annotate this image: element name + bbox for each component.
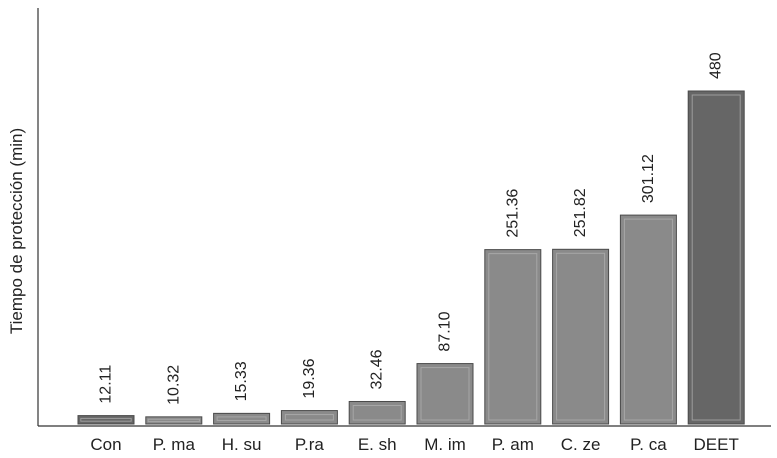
value-label-1: 10.32 <box>165 365 182 405</box>
x-tick-label-2: H. su <box>222 435 262 454</box>
value-label-7: 251.82 <box>572 188 589 237</box>
x-tick-labels-group: Con P. ma H. su P.ra E. sh M. im P. am C. ze P. … <box>90 435 738 454</box>
value-label-0: 12.11 <box>98 365 115 404</box>
x-tick-label-8: P. ca <box>630 435 667 454</box>
value-labels-group: 12.11 10.32 15.33 19.36 32.46 87.10 251.36 251.… <box>98 52 725 405</box>
value-label-6: 251.36 <box>504 189 521 238</box>
bar-bevel <box>284 414 334 421</box>
value-label-2: 15.33 <box>233 361 250 401</box>
bar-body <box>552 248 610 425</box>
bar-body <box>213 412 271 425</box>
bar-4 <box>348 400 406 425</box>
bars-group <box>77 90 745 425</box>
y-axis-title: Tiempo de protección (min) <box>7 128 26 334</box>
bar-bevel <box>488 253 538 421</box>
value-label-4: 32.46 <box>369 349 386 389</box>
x-tick-label-1: P. ma <box>153 435 196 454</box>
bar-6 <box>484 249 542 425</box>
bar-2 <box>213 412 271 425</box>
bar-bevel <box>556 252 606 421</box>
bar-body <box>416 363 474 425</box>
bar-bevel <box>691 94 741 421</box>
bar-bevel <box>80 417 132 422</box>
bar-bevel <box>352 404 402 421</box>
chart-axes <box>37 8 771 427</box>
x-tick-label-6: P. am <box>492 435 534 454</box>
x-tick-label-3: P.ra <box>295 435 325 454</box>
value-label-3: 19.36 <box>301 358 318 398</box>
bar-9 <box>687 90 745 425</box>
bar-body <box>77 415 135 425</box>
bar-3 <box>280 410 338 425</box>
value-label-8: 301.12 <box>640 154 657 203</box>
x-tick-label-9: DEET <box>694 435 739 454</box>
bar-body <box>348 400 406 425</box>
bar-0 <box>77 415 135 425</box>
bar-body <box>280 410 338 425</box>
x-tick-label-7: C. ze <box>561 435 601 454</box>
bar-body <box>484 249 542 425</box>
bar-8 <box>619 214 677 425</box>
bar-bevel <box>420 367 470 421</box>
value-label-5: 87.10 <box>437 311 454 351</box>
bar-5 <box>416 363 474 425</box>
bar-7 <box>552 248 610 425</box>
bar-bevel <box>623 218 673 421</box>
bar-body <box>687 90 745 425</box>
value-label-9: 480 <box>708 52 725 79</box>
x-tick-label-0: Con <box>90 435 121 454</box>
x-tick-label-4: E. sh <box>358 435 397 454</box>
x-tick-label-5: M. im <box>424 435 466 454</box>
bar-body <box>145 416 203 425</box>
bar-bevel <box>216 416 267 421</box>
bar-1 <box>145 416 203 425</box>
bar-bevel <box>147 418 200 423</box>
bar-body <box>619 214 677 425</box>
